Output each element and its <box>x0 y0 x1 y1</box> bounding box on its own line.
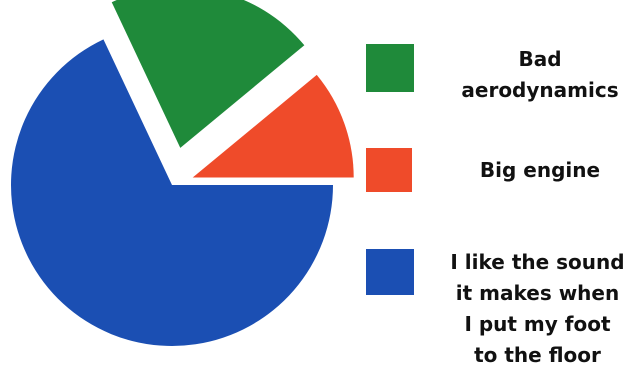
legend-label-line: it makes when <box>455 281 620 305</box>
legend-swatch-bad-aerodynamics <box>366 44 414 92</box>
legend-label-bad-aerodynamics: Bad aerodynamics <box>445 44 635 106</box>
legend-label-line: to the floor <box>474 343 601 367</box>
legend-swatch-big-engine <box>366 148 412 192</box>
legend-label-line: aerodynamics <box>461 78 619 102</box>
pie-slice-bad-aerodynamics <box>111 0 305 148</box>
legend-swatch-sound <box>366 249 414 295</box>
legend-label-sound: I like the sound it makes when I put my … <box>440 247 635 371</box>
legend-label-line: I put my foot <box>464 312 611 336</box>
pie-slice-big-engine <box>192 74 354 178</box>
legend-label-line: Bad <box>518 47 562 71</box>
legend-label-line: Big engine <box>479 158 601 182</box>
legend-label-line: I like the sound <box>450 250 625 274</box>
legend-label-big-engine: Big engine <box>445 155 635 186</box>
pie-slice-i-like-the <box>11 39 334 346</box>
